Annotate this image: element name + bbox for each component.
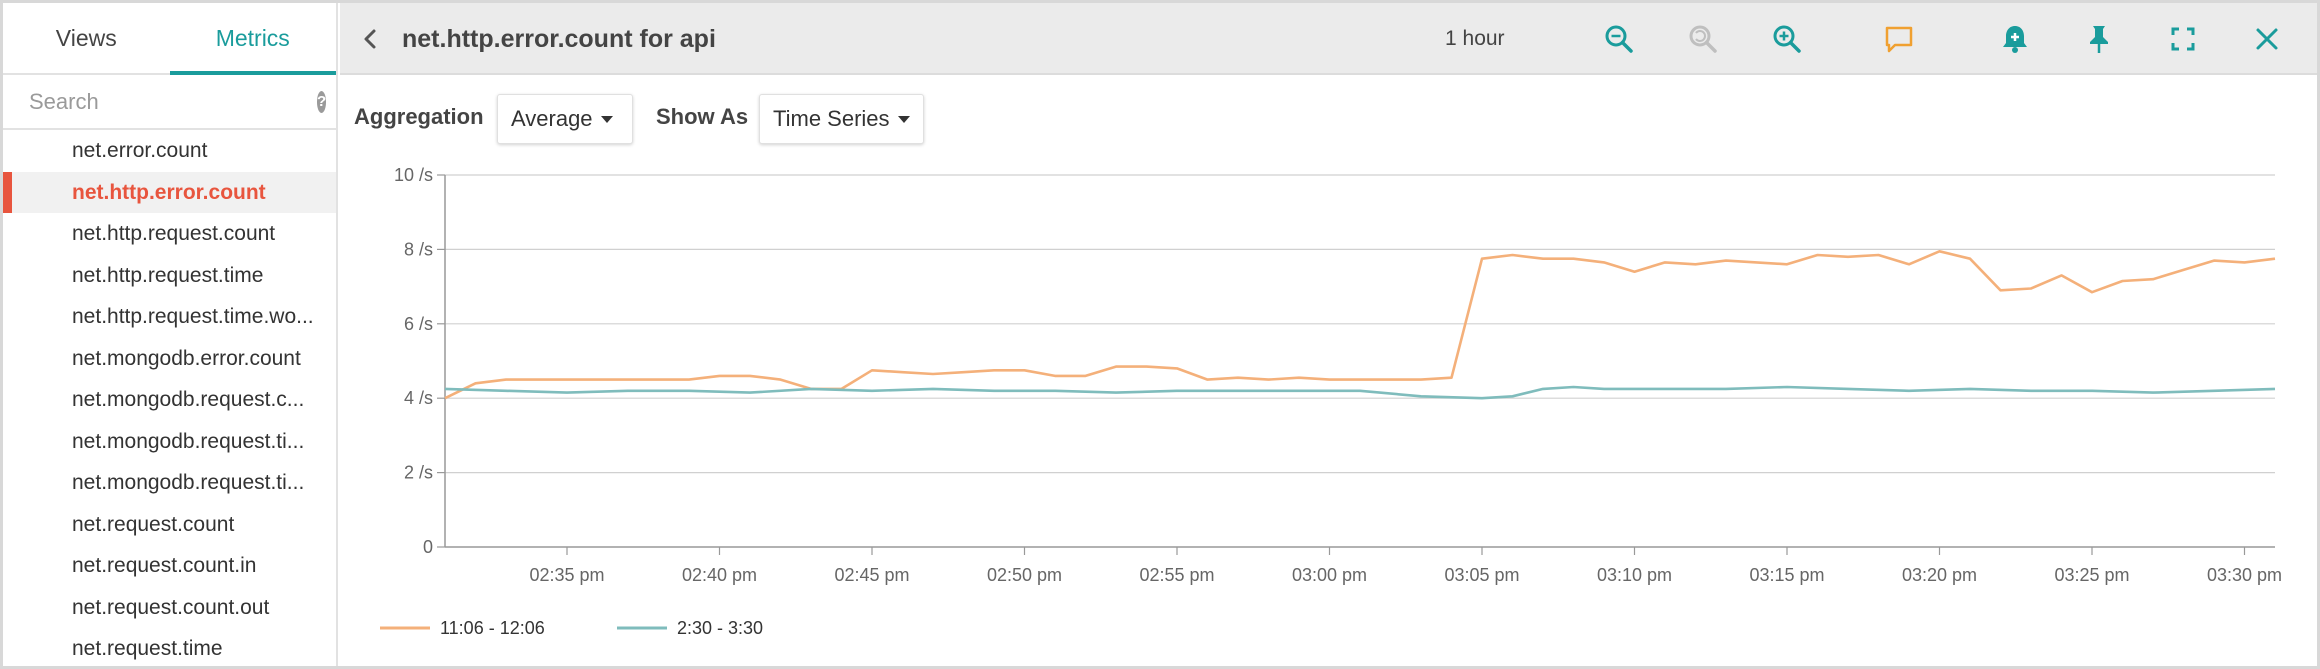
tab-metrics[interactable]: Metrics	[169, 3, 337, 75]
legend-label: 11:06 - 12:06	[440, 618, 545, 638]
sidebar: Views Metrics ? net.error.count net.http.…	[3, 3, 338, 666]
x-tick-label: 03:25 pm	[2054, 565, 2129, 585]
metric-search: ?	[3, 75, 336, 130]
help-icon[interactable]: ?	[317, 90, 327, 113]
legend-label: 2:30 - 3:30	[677, 618, 763, 638]
x-tick-label: 03:30 pm	[2207, 565, 2282, 585]
x-tick-label: 03:00 pm	[1292, 565, 1367, 585]
metric-item[interactable]: net.request.count	[72, 512, 235, 536]
metric-item[interactable]: net.http.request.time.wo...	[72, 305, 314, 328]
metric-item[interactable]: net.http.request.time	[72, 263, 264, 287]
chevron-down-icon	[600, 115, 613, 123]
metric-item[interactable]: net.request.count.in	[72, 554, 257, 577]
metric-item[interactable]: net.mongodb.request.ti...	[72, 429, 305, 453]
aggregation-label: Aggregation	[354, 104, 484, 129]
x-tick-label: 02:40 pm	[682, 565, 757, 585]
fullscreen-icon[interactable]	[2167, 23, 2199, 55]
tab-views[interactable]: Views	[55, 24, 117, 51]
aggregation-value: Average	[511, 106, 593, 131]
show-as-label: Show As	[656, 104, 749, 129]
time-series-chart[interactable]: 0 2 /s 4 /s 6 /s 8 /s 10 /s 02:35 pm 02:40 pm 02…	[340, 150, 2315, 660]
y-tick-label: 10 /s	[394, 165, 433, 185]
comment-icon[interactable]	[1883, 23, 1915, 55]
add-alert-icon[interactable]	[1999, 23, 2031, 55]
back-chevron-icon[interactable]	[358, 25, 382, 53]
x-tick-label: 03:20 pm	[1902, 565, 1977, 585]
chart-header: net.http.error.count for api 1 hour	[340, 3, 2317, 75]
chart-title: net.http.error.count for api	[402, 25, 716, 53]
show-as-value: Time Series	[773, 106, 890, 131]
zoom-reset-icon	[1689, 25, 1717, 53]
metric-item[interactable]: net.request.time	[72, 637, 223, 660]
y-tick-label: 2 /s	[404, 463, 433, 483]
x-tick-label: 03:15 pm	[1749, 565, 1824, 585]
x-tick-label: 03:05 pm	[1444, 565, 1519, 585]
metric-item[interactable]: net.http.request.count	[72, 222, 276, 245]
metric-item[interactable]: net.http.error.count	[3, 171, 336, 213]
pin-icon[interactable]	[2083, 23, 2115, 55]
x-tick-label: 02:45 pm	[834, 565, 909, 585]
x-tick-label: 03:10 pm	[1597, 565, 1672, 585]
x-tick-label: 02:50 pm	[987, 565, 1062, 585]
zoom-in-icon[interactable]	[1771, 23, 1803, 55]
search-input[interactable]	[29, 88, 317, 115]
show-as-dropdown[interactable]: Time Series	[759, 94, 924, 144]
metric-item[interactable]: net.mongodb.request.ti...	[72, 471, 305, 494]
metric-item[interactable]: net.mongodb.error.count	[72, 346, 301, 370]
metric-list: net.error.count net.http.error.count net.h…	[3, 130, 336, 669]
y-tick-label: 8 /s	[404, 239, 433, 259]
x-tick-label: 02:35 pm	[529, 565, 604, 585]
metric-item[interactable]: net.error.count	[72, 139, 208, 162]
sidebar-tabs: Views Metrics	[3, 3, 336, 75]
close-icon[interactable]	[2251, 23, 2283, 55]
aggregation-dropdown[interactable]: Average	[497, 94, 633, 144]
y-tick-label: 0	[423, 537, 433, 557]
y-tick-label: 6 /s	[404, 314, 433, 334]
metric-item[interactable]: net.request.count.out	[72, 595, 270, 619]
series-line-1	[444, 250, 2276, 400]
chevron-down-icon	[897, 115, 910, 123]
metric-item[interactable]: net.mongodb.request.c...	[72, 388, 305, 411]
series-line-2	[444, 385, 2276, 400]
time-range-selector[interactable]: 1 hour	[1445, 27, 1505, 50]
x-tick-label: 02:55 pm	[1139, 565, 1214, 585]
y-tick-label: 4 /s	[404, 388, 433, 408]
zoom-out-icon[interactable]	[1603, 23, 1635, 55]
